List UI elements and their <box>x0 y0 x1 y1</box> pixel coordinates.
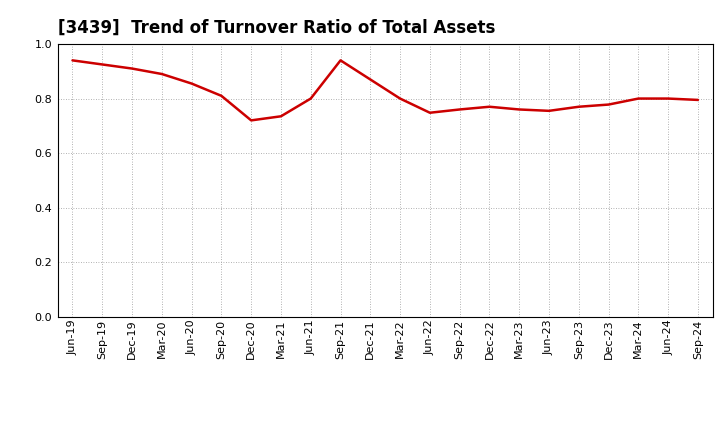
Text: [3439]  Trend of Turnover Ratio of Total Assets: [3439] Trend of Turnover Ratio of Total … <box>58 19 495 37</box>
